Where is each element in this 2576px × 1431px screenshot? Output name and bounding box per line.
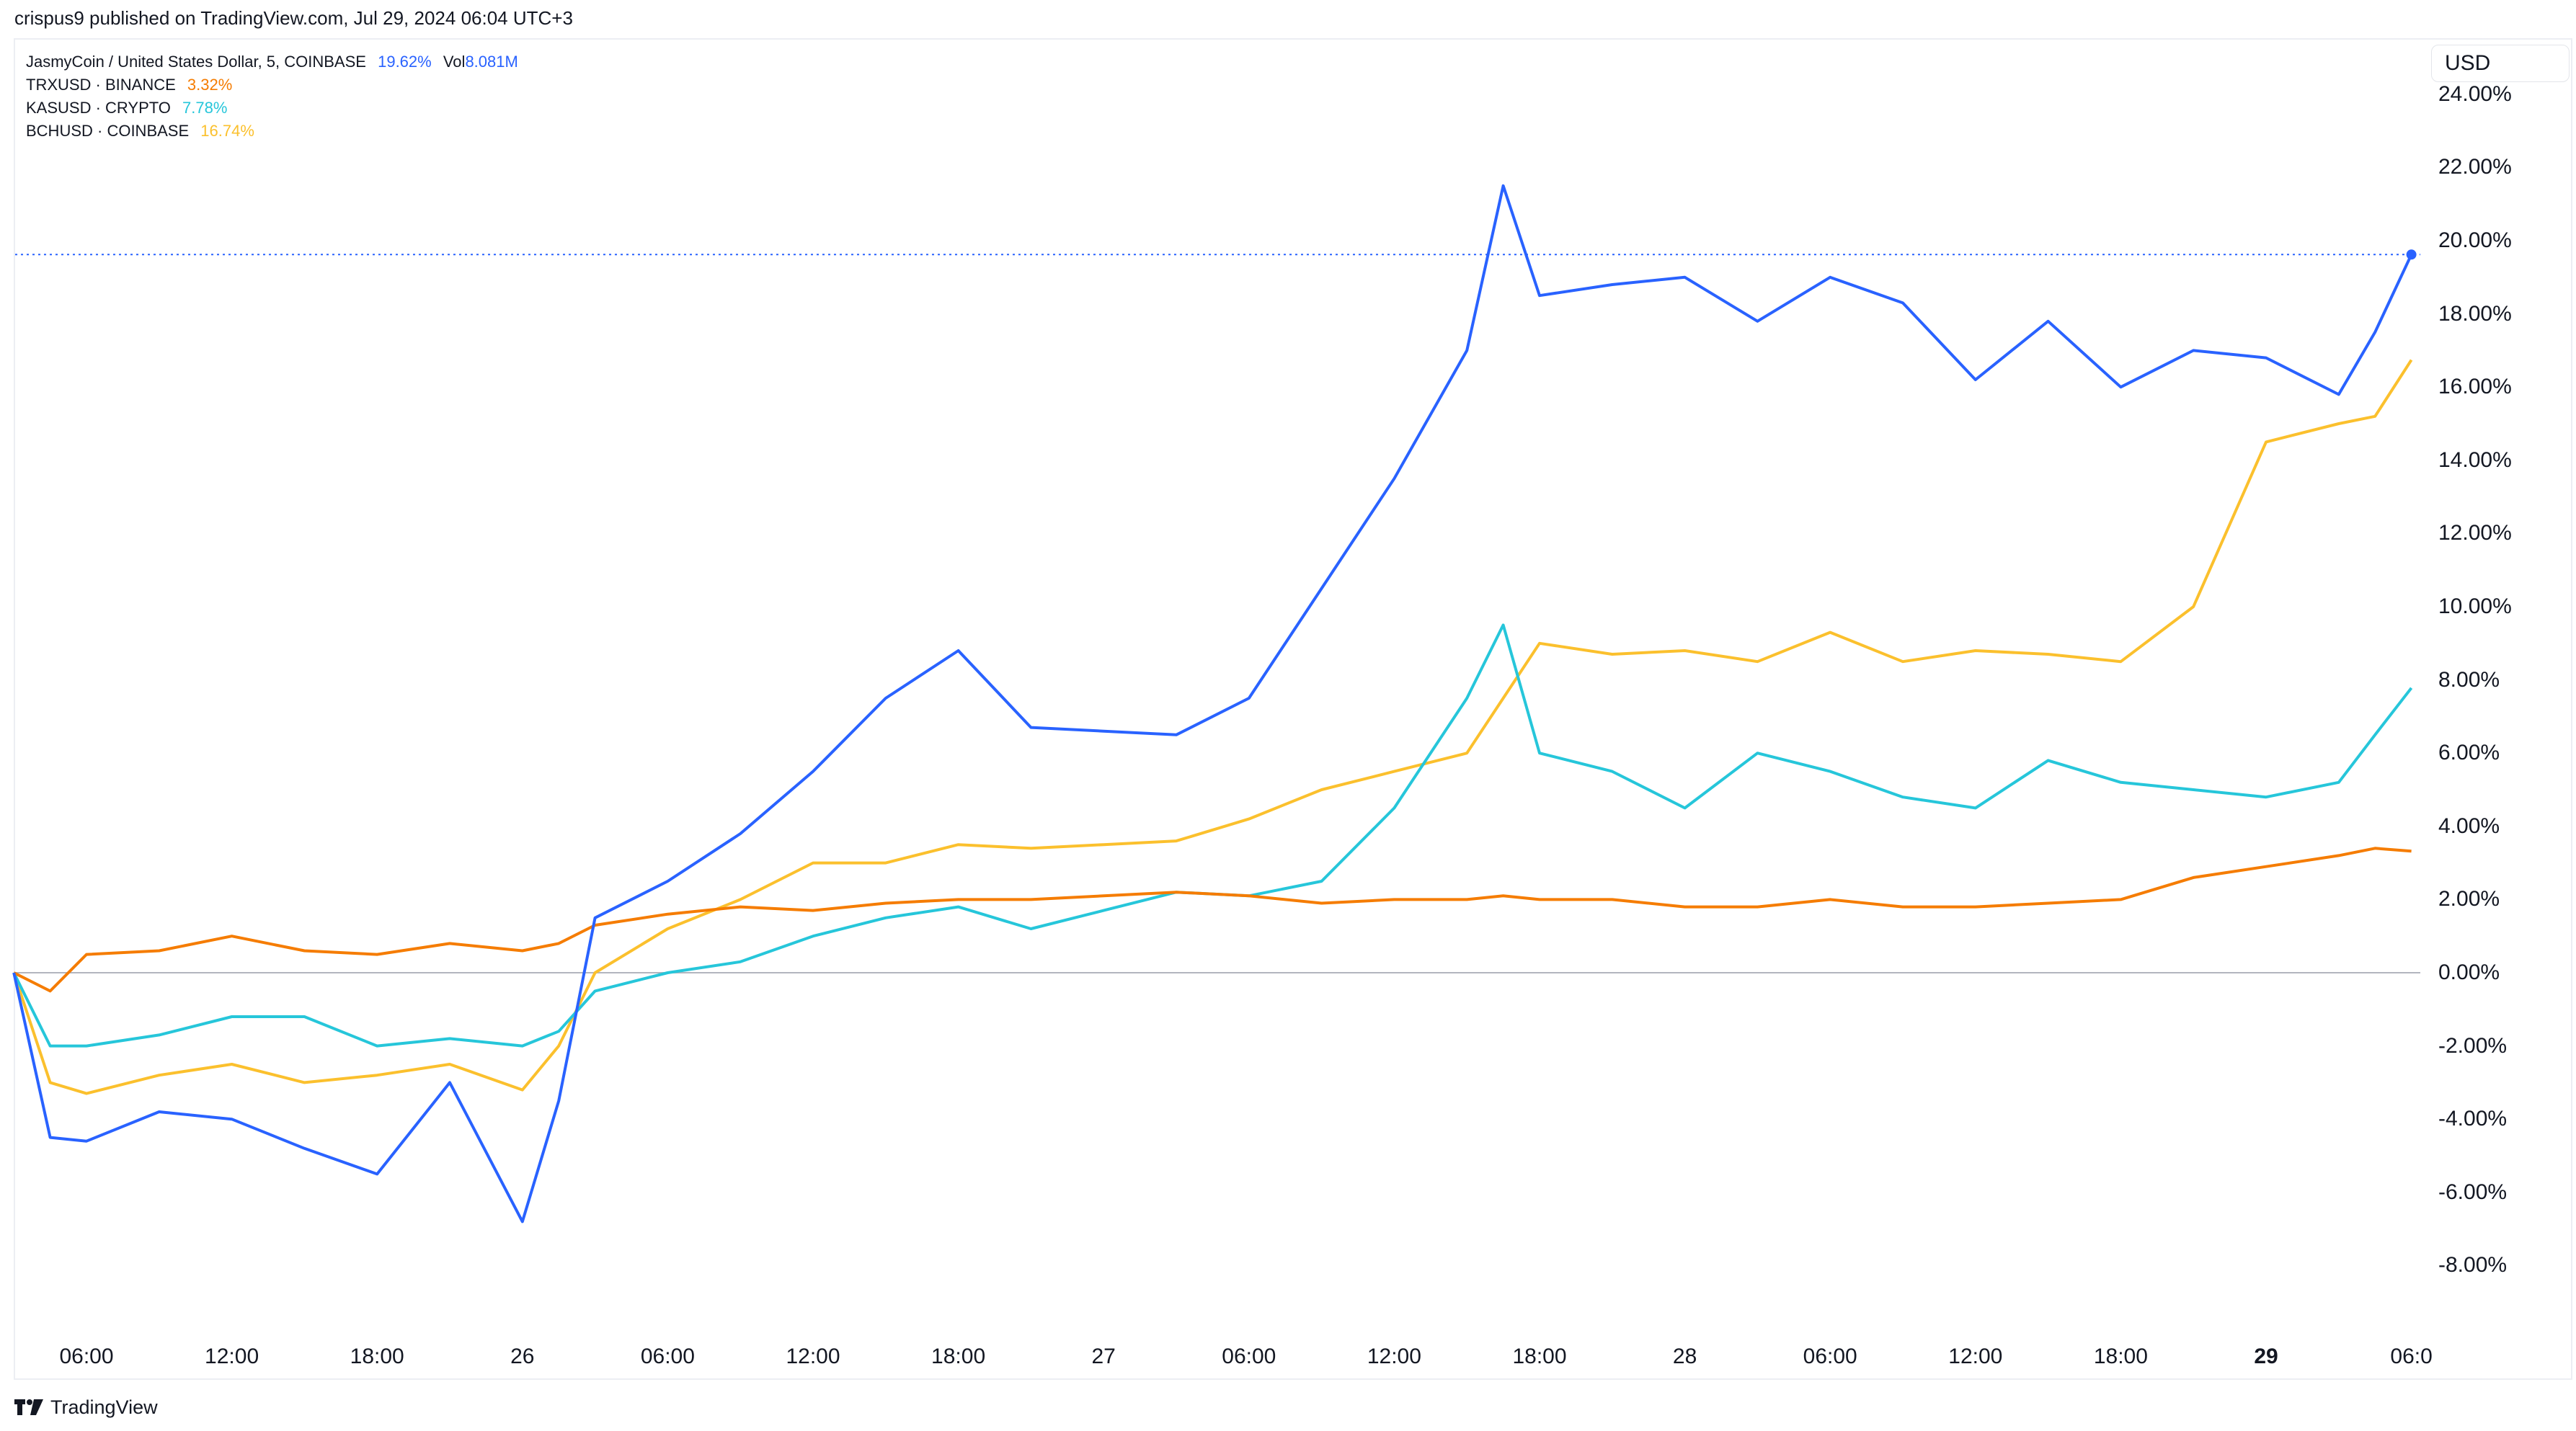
series-line-kasusd (12, 623, 2413, 1048)
x-axis-tick-label: 06:00 (640, 1345, 695, 1368)
legend-change-value: 19.62% (378, 53, 432, 71)
tradingview-logo-text: TradingView (50, 1396, 158, 1418)
legend-change-value: 7.78% (182, 99, 228, 117)
x-axis-tick-label: 06:00 (1222, 1345, 1276, 1368)
series-line-jasmyusd (12, 184, 2413, 1223)
legend-row-trx[interactable]: TRXUSD · BINANCE 3.32% (26, 73, 518, 97)
series-line-bchusd (12, 359, 2413, 1095)
x-axis-tick-label: 12:00 (1367, 1345, 1421, 1368)
legend-change-value: 16.74% (200, 122, 254, 140)
x-axis-tick-label: 12:00 (205, 1345, 259, 1368)
y-axis-tick-label: 8.00% (2438, 667, 2500, 692)
x-axis-tick-label: 28 (1672, 1345, 1697, 1368)
y-axis-tick-label: 10.00% (2438, 594, 2512, 618)
x-axis-tick-label: 26 (510, 1345, 535, 1368)
legend-change-value: 3.32% (187, 76, 233, 94)
y-axis-tick-label: 6.00% (2438, 741, 2500, 765)
y-axis-tick-label: 14.00% (2438, 447, 2512, 472)
y-axis-tick-label: 16.00% (2438, 375, 2512, 399)
y-axis-tick-label: -4.00% (2438, 1107, 2508, 1131)
series-line-trxusd (13, 847, 2412, 993)
x-axis-tick-label: 27 (1091, 1345, 1116, 1368)
y-axis-tick-label: 4.00% (2438, 813, 2500, 838)
tradingview-logo-icon (14, 1399, 43, 1415)
currency-button[interactable]: USD (2431, 45, 2570, 82)
legend-symbol-label: KASUSD · CRYPTO (26, 99, 171, 117)
x-axis-tick-label: 18:00 (931, 1345, 986, 1368)
x-axis-tick-label: 06:0 (2390, 1345, 2433, 1368)
y-axis-tick-label: 24.00% (2438, 81, 2512, 106)
legend-volume-value: 8.081M (465, 53, 518, 71)
tradingview-logo[interactable]: TradingView (14, 1396, 158, 1418)
y-axis-tick-label: 22.00% (2438, 155, 2512, 179)
chart-legend: JasmyCoin / United States Dollar, 5, COI… (26, 50, 518, 143)
x-axis-tick-label: 12:00 (1948, 1345, 2003, 1368)
legend-row-bch[interactable]: BCHUSD · COINBASE 16.74% (26, 120, 518, 143)
y-axis-tick-label: 20.00% (2438, 228, 2512, 252)
legend-symbol-label: TRXUSD · BINANCE (26, 76, 176, 94)
y-axis-tick-label: 0.00% (2438, 960, 2500, 984)
y-axis-tick-label: -2.00% (2438, 1033, 2508, 1058)
y-axis-tick-label: 2.00% (2438, 887, 2500, 911)
legend-row-kas[interactable]: KASUSD · CRYPTO 7.78% (26, 97, 518, 120)
legend-symbol-label: JasmyCoin / United States Dollar, 5, COI… (26, 53, 366, 71)
chart-frame[interactable] (14, 38, 2572, 1380)
legend-row-jasmy[interactable]: JasmyCoin / United States Dollar, 5, COI… (26, 50, 518, 73)
x-axis-tick-label: 29 (2254, 1345, 2278, 1368)
y-axis-tick-label: -6.00% (2438, 1180, 2508, 1204)
x-axis-tick-label: 06:00 (1803, 1345, 1857, 1368)
legend-volume-label: Vol (443, 53, 466, 71)
y-axis-tick-label: 18.00% (2438, 301, 2512, 326)
x-axis-tick-label: 18:00 (2093, 1345, 2148, 1368)
last-price-dot (2406, 249, 2417, 260)
x-axis-tick-label: 18:00 (350, 1345, 404, 1368)
published-by-text: crispus9 published on TradingView.com, J… (14, 7, 573, 29)
legend-symbol-label: BCHUSD · COINBASE (26, 122, 190, 140)
x-axis-tick-label: 12:00 (786, 1345, 840, 1368)
x-axis-tick-label: 06:00 (59, 1345, 114, 1368)
y-axis-tick-label: 12.00% (2438, 521, 2512, 545)
y-axis-tick-label: -8.00% (2438, 1253, 2508, 1278)
x-axis-tick-label: 18:00 (1512, 1345, 1567, 1368)
